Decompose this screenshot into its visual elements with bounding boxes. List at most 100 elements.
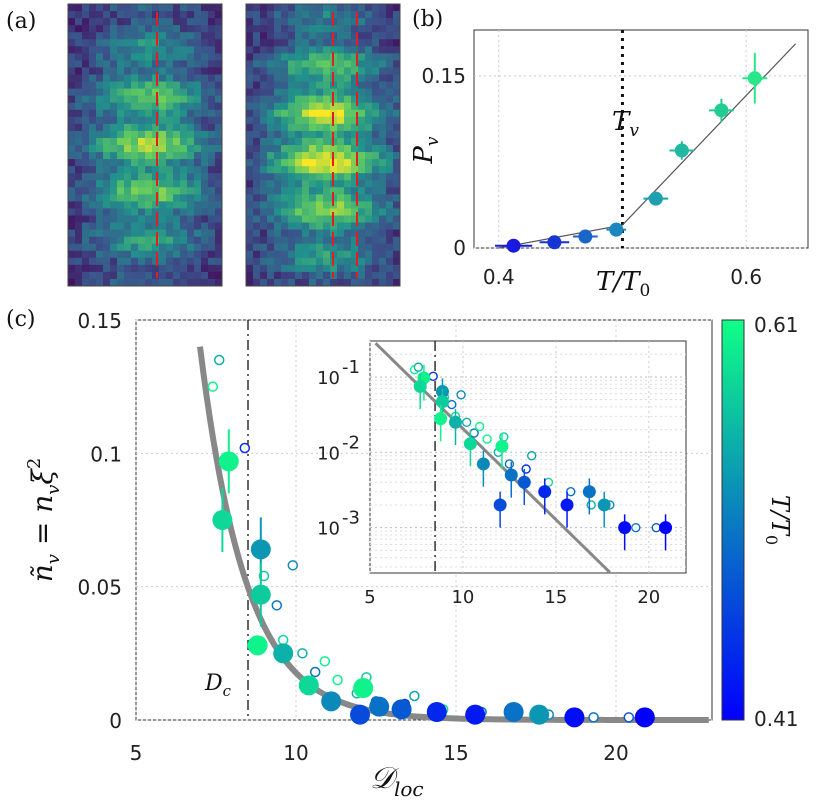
heatmap-cell [131, 201, 139, 209]
heatmap-cell [138, 53, 146, 61]
heatmap-cell [187, 4, 195, 12]
open-data-point [213, 354, 225, 366]
heatmap-cell [295, 215, 303, 223]
heatmap-cell [138, 102, 146, 111]
heatmap-cell [344, 102, 352, 111]
heatmap-cell [145, 67, 153, 75]
heatmap-cell [131, 18, 139, 26]
heatmap-cell [117, 194, 125, 202]
heatmap-cell [351, 4, 359, 12]
heatmap-cell [124, 201, 132, 209]
heatmap-cell [316, 201, 324, 209]
heatmap-cell [194, 4, 202, 12]
heatmap-cell [260, 137, 268, 146]
heatmap-cell [82, 222, 90, 230]
density-image-left-frame [67, 3, 223, 287]
heatmap-cell [337, 180, 345, 188]
heatmap-cell [180, 109, 188, 118]
heatmap-cell [351, 208, 359, 216]
heatmap-cell [110, 123, 118, 132]
heatmap-cell [173, 243, 181, 252]
heatmap-cell [124, 187, 132, 195]
heatmap-cell [372, 215, 380, 223]
heatmap-cell [274, 81, 282, 89]
heatmap-cell [75, 264, 83, 273]
heatmap-cell [365, 109, 373, 118]
heatmap-cell [351, 116, 359, 125]
heatmap-cell [295, 67, 303, 75]
heatmap-cell [138, 11, 146, 19]
heatmap-cell [68, 152, 76, 160]
heatmap-cell [96, 229, 104, 238]
heatmap-cell [288, 39, 296, 47]
heatmap-cell [344, 264, 352, 273]
panel-b-ylabel: Pv [409, 136, 443, 165]
heatmap-cell [89, 201, 97, 209]
heatmap-cell [246, 39, 254, 47]
heatmap-cell [302, 81, 310, 89]
heatmap-cell [82, 250, 90, 259]
heatmap-cell [393, 215, 401, 223]
heatmap-cell [180, 152, 188, 160]
heatmap-cell [295, 173, 303, 181]
heatmap-cell [337, 109, 345, 118]
heatmap-cell [253, 271, 261, 280]
heatmap-cell [201, 123, 209, 132]
heatmap-cell [246, 81, 254, 89]
heatmap-cell [246, 243, 254, 252]
heatmap-cell [187, 222, 195, 230]
heatmap-cell [337, 74, 345, 82]
heatmap-cell [215, 67, 223, 75]
heatmap-cell [274, 236, 282, 245]
heatmap-cell [302, 25, 310, 33]
heatmap-cell [145, 130, 153, 139]
heatmap-cell [246, 60, 254, 68]
heatmap-cell [246, 229, 254, 238]
heatmap-cell [365, 102, 373, 111]
heatmap-cell [201, 102, 209, 111]
heatmap-cell [96, 67, 104, 75]
heatmap-cell [351, 25, 359, 33]
heatmap-cell [201, 25, 209, 33]
y-tick-label: 0.15 [421, 64, 466, 88]
heatmap-cell [201, 222, 209, 230]
heatmap-cell [131, 159, 139, 167]
heatmap-cell [96, 222, 104, 230]
heatmap-cell [393, 4, 401, 12]
heatmap-cell [386, 53, 394, 61]
heatmap-cell [124, 194, 132, 202]
heatmap-cell [316, 145, 324, 153]
y-tick-label: 0.1 [90, 442, 122, 466]
heatmap-cell [246, 194, 254, 202]
heatmap-cell [103, 130, 111, 139]
filled-data-point [564, 707, 585, 728]
heatmap-cell [110, 145, 118, 153]
heatmap-cell [208, 194, 216, 202]
heatmap-cell [96, 201, 104, 209]
heatmap-cell [117, 102, 125, 111]
heatmap-cell [323, 201, 331, 209]
heatmap-cell [351, 152, 359, 160]
heatmap-cell [103, 250, 111, 259]
heatmap-cell [323, 25, 331, 33]
heatmap-cell [208, 236, 216, 245]
heatmap-cell [166, 46, 174, 54]
heatmap-cell [159, 222, 167, 230]
heatmap-cell [103, 116, 111, 125]
heatmap-cell [159, 123, 167, 132]
heatmap-cell [110, 88, 118, 97]
heatmap-cell [302, 264, 310, 273]
heatmap-cell [201, 145, 209, 153]
heatmap-cell [194, 18, 202, 26]
heatmap-cell [215, 123, 223, 132]
heatmap-cell [302, 180, 310, 188]
heatmap-cell [309, 166, 317, 174]
heatmap-cell [166, 18, 174, 26]
heatmap-cell [295, 236, 303, 245]
heatmap-cell [131, 116, 139, 125]
heatmap-cell [386, 222, 394, 230]
heatmap-cell [194, 257, 202, 266]
heatmap-cell [194, 25, 202, 33]
heatmap-cell [295, 18, 303, 26]
heatmap-cell [365, 60, 373, 68]
